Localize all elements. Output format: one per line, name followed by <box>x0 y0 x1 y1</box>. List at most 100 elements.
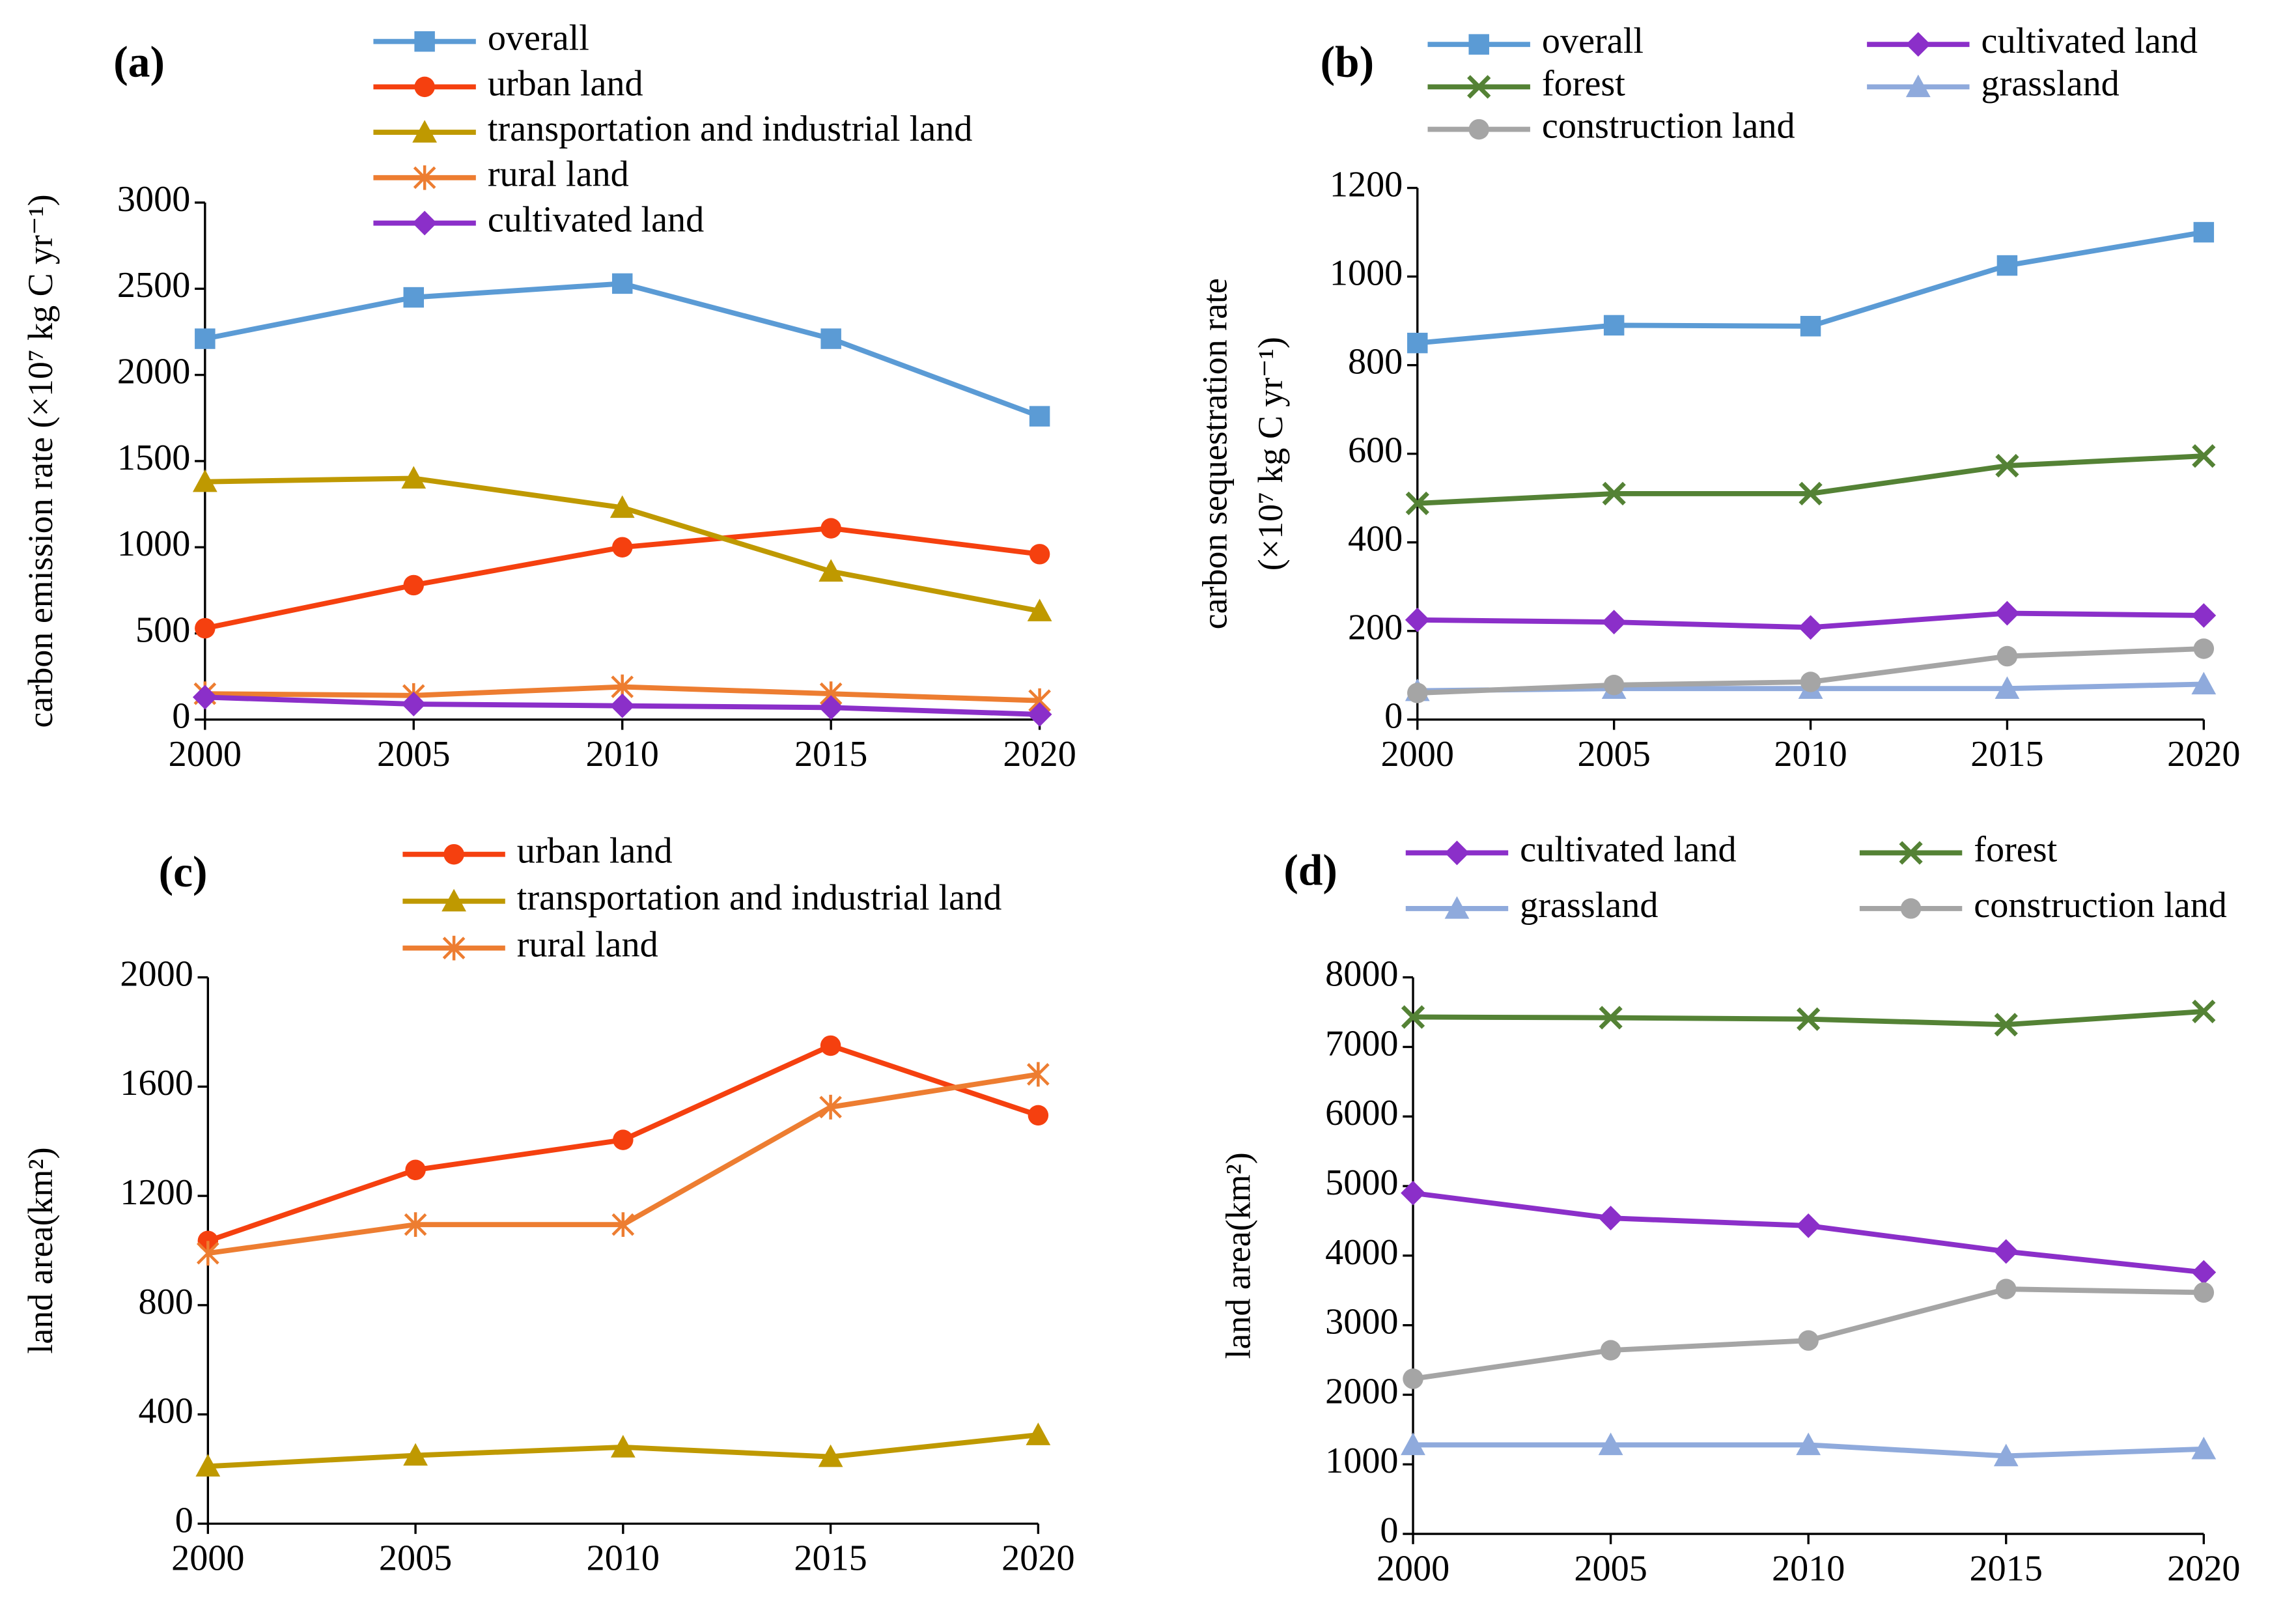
marker <box>820 1035 841 1056</box>
marker <box>195 328 216 349</box>
series-line <box>204 281 1041 419</box>
y-tick-label: 400 <box>1348 519 1403 559</box>
y-tick-label: 1000 <box>1330 253 1403 293</box>
marker <box>1799 481 1823 506</box>
x-tick-label: 2005 <box>379 1538 452 1579</box>
marker <box>611 273 633 294</box>
marker <box>401 466 427 489</box>
marker <box>1467 75 1491 99</box>
marker <box>1797 1007 1821 1031</box>
marker <box>1996 1279 2017 1299</box>
y-tick-label: 2000 <box>120 954 193 995</box>
legend-label: transportation and industrial land <box>488 109 973 149</box>
x-tick-label: 2020 <box>1001 1538 1074 1579</box>
marker <box>818 1444 843 1467</box>
marker <box>820 518 841 539</box>
marker <box>1468 119 1489 140</box>
marker <box>611 537 633 558</box>
y-axis-label: (×10⁷ kg C yr⁻¹) <box>1251 337 1290 571</box>
marker <box>2193 638 2215 659</box>
legend-item: forest <box>1427 63 1625 104</box>
legend-label: cultivated land <box>1520 829 1736 870</box>
y-tick-label: 5000 <box>1325 1163 1398 1203</box>
y-tick-label: 1000 <box>117 524 190 564</box>
legend-item: overall <box>1427 21 1644 61</box>
marker <box>2191 1436 2217 1460</box>
legend-item: rural land <box>402 925 658 965</box>
x-tick-label: 2005 <box>377 734 450 774</box>
marker <box>195 1454 221 1477</box>
marker <box>1993 1443 2019 1467</box>
y-axis-label: carbon emission rate (×10⁷ kg C yr⁻¹) <box>21 194 60 728</box>
marker <box>414 31 435 52</box>
marker <box>609 495 635 518</box>
y-tick-label: 0 <box>1384 696 1403 737</box>
marker <box>1444 840 1470 866</box>
legend-item: cultivated land <box>1405 829 1737 870</box>
marker <box>1403 1368 1423 1389</box>
marker <box>1995 453 2019 478</box>
marker <box>1995 601 2020 626</box>
legend-label: construction land <box>1542 106 1795 146</box>
legend-item: urban land <box>402 831 673 871</box>
marker <box>611 1212 635 1237</box>
x-tick-label: 2005 <box>1577 734 1650 774</box>
x-tick-label: 2000 <box>171 1538 244 1579</box>
marker <box>1905 74 1931 98</box>
y-tick-label: 6000 <box>1325 1093 1398 1133</box>
legend-label: forest <box>1542 63 1625 104</box>
y-axis-label: land area(km²) <box>21 1147 60 1353</box>
marker <box>414 76 435 98</box>
panel-label: (d) <box>1283 846 1337 895</box>
marker <box>1027 599 1052 621</box>
y-tick-label: 3000 <box>1325 1302 1398 1342</box>
x-tick-label: 2010 <box>586 734 659 774</box>
marker <box>2193 221 2215 243</box>
marker <box>1798 1330 1819 1351</box>
legend-label: cultivated land <box>488 199 704 240</box>
marker <box>1995 676 2020 699</box>
legend-item: construction land <box>1859 885 2227 926</box>
legend-item: cultivated land <box>1867 21 2198 61</box>
legend-item: grassland <box>1405 885 1658 926</box>
marker <box>1993 1239 2019 1264</box>
legend-item: grassland <box>1867 63 2120 104</box>
marker <box>2192 444 2216 468</box>
marker <box>1796 1213 1821 1238</box>
y-tick-label: 400 <box>139 1391 193 1432</box>
legend-label: urban land <box>517 831 673 871</box>
marker <box>1900 898 1922 919</box>
marker <box>1599 1006 1623 1030</box>
marker <box>1027 1062 1050 1087</box>
marker <box>1468 34 1489 55</box>
y-tick-label: 800 <box>1348 342 1403 382</box>
y-tick-label: 0 <box>175 1500 193 1540</box>
y-tick-label: 2000 <box>1325 1371 1398 1411</box>
marker <box>1603 315 1625 336</box>
y-tick-label: 600 <box>1348 431 1403 471</box>
marker <box>412 210 438 236</box>
y-tick-label: 800 <box>139 1282 193 1322</box>
y-tick-label: 0 <box>172 696 190 737</box>
marker <box>819 1094 842 1120</box>
marker <box>1444 896 1470 919</box>
marker <box>2193 1282 2215 1303</box>
y-tick-label: 0 <box>1380 1510 1398 1551</box>
marker <box>613 1129 634 1150</box>
marker <box>1996 255 2018 276</box>
x-tick-label: 2015 <box>1970 734 2043 774</box>
panel-label: (c) <box>159 847 208 896</box>
marker <box>1600 1340 1621 1361</box>
marker <box>1603 675 1625 696</box>
marker <box>403 287 425 308</box>
marker <box>819 695 844 720</box>
marker <box>443 843 464 865</box>
marker <box>1899 841 1923 865</box>
x-tick-label: 2015 <box>794 1538 867 1579</box>
marker <box>1798 615 1823 640</box>
y-tick-label: 3000 <box>117 179 190 219</box>
legend-label: rural land <box>488 154 629 195</box>
marker <box>413 165 436 190</box>
marker <box>1602 481 1626 506</box>
marker <box>1796 1432 1821 1456</box>
